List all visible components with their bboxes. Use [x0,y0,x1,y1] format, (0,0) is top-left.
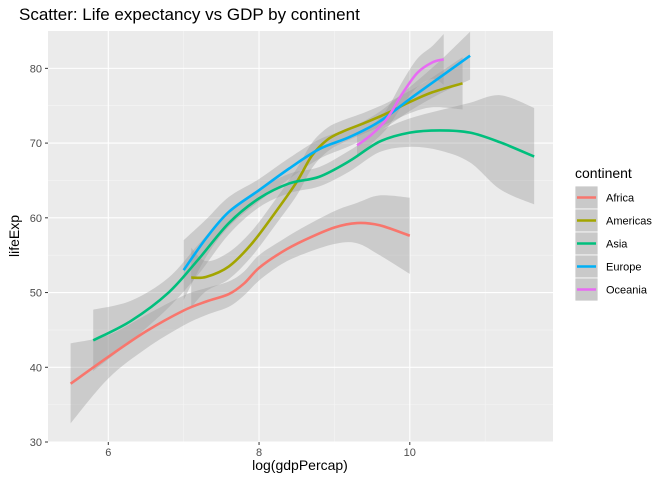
line-europe [182,54,471,271]
band-asia [93,95,535,372]
y-axis-title: lifeExp [6,215,22,257]
chart-title: Scatter: Life expectancy vs GDP by conti… [19,5,360,24]
y-tick-label: 40 [30,362,42,374]
legend-keys: Africa Americas Asia Europe Oceania [574,185,652,302]
line-oceania [356,58,445,147]
legend-title: continent [575,165,632,181]
x-tick-label: 8 [256,447,262,459]
legend-label-europe: Europe [606,262,641,274]
legend-label-oceania: Oceania [606,285,648,297]
y-tick-label: 60 [30,213,42,225]
line-asia [92,129,535,342]
y-tick-label: 30 [30,437,42,449]
legend: continent Africa Americas Asia Europe Oceani… [574,165,652,302]
legend-label-asia: Asia [606,239,628,251]
y-axis: 30 40 50 60 70 80 [30,63,48,449]
grid-minor [48,31,553,442]
x-tick-label: 6 [105,447,111,459]
x-axis-title: log(gdpPercap) [252,457,348,473]
legend-label-americas: Americas [606,216,652,228]
y-tick-label: 80 [30,63,42,75]
band-americas [191,57,463,308]
plot-panel [48,31,553,442]
band-africa [70,195,410,424]
legend-label-africa: Africa [606,193,635,205]
y-tick-label: 50 [30,288,42,300]
y-tick-label: 70 [30,138,42,150]
x-tick-label: 10 [404,447,416,459]
series-lines [69,54,535,385]
x-axis: 6 8 10 [105,442,416,459]
line-africa [69,221,411,385]
line-americas [191,82,463,280]
